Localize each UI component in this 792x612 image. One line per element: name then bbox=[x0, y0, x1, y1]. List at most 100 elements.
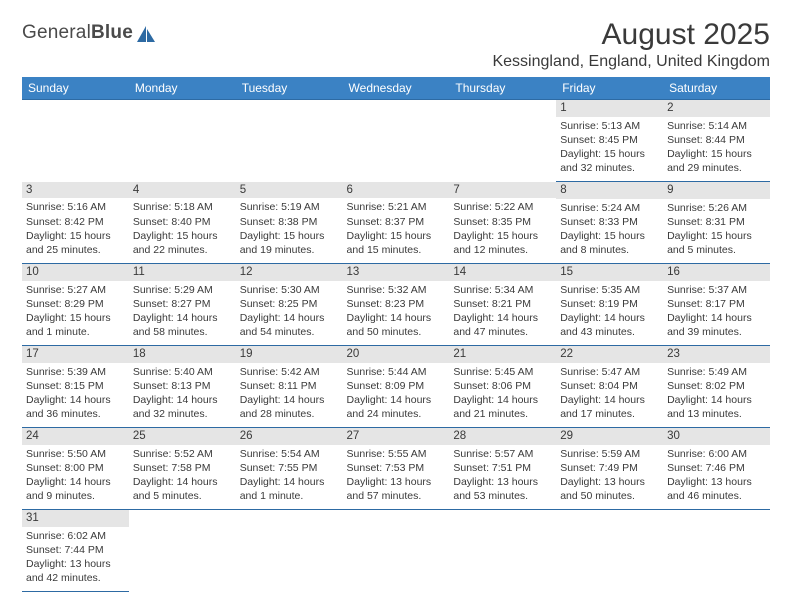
calendar-body: 1Sunrise: 5:13 AMSunset: 8:45 PMDaylight… bbox=[22, 100, 770, 592]
empty-cell bbox=[556, 510, 663, 592]
day-details: Sunrise: 5:32 AMSunset: 8:23 PMDaylight:… bbox=[343, 281, 450, 342]
day-number: 14 bbox=[449, 264, 556, 281]
sail-icon bbox=[136, 25, 158, 43]
day-details: Sunrise: 5:52 AMSunset: 7:58 PMDaylight:… bbox=[129, 445, 236, 506]
weekday-header: Saturday bbox=[663, 77, 770, 100]
empty-cell bbox=[663, 510, 770, 592]
day-number: 9 bbox=[663, 182, 770, 199]
weekday-header: Friday bbox=[556, 77, 663, 100]
day-cell: 23Sunrise: 5:49 AMSunset: 8:02 PMDayligh… bbox=[663, 346, 770, 428]
day-cell: 6Sunrise: 5:21 AMSunset: 8:37 PMDaylight… bbox=[343, 182, 450, 264]
day-number: 7 bbox=[449, 182, 556, 199]
empty-cell bbox=[236, 510, 343, 592]
calendar-row: 3Sunrise: 5:16 AMSunset: 8:42 PMDaylight… bbox=[22, 182, 770, 264]
day-details: Sunrise: 5:21 AMSunset: 8:37 PMDaylight:… bbox=[343, 198, 450, 259]
day-cell: 8Sunrise: 5:24 AMSunset: 8:33 PMDaylight… bbox=[556, 182, 663, 264]
day-cell: 25Sunrise: 5:52 AMSunset: 7:58 PMDayligh… bbox=[129, 428, 236, 510]
empty-cell bbox=[129, 510, 236, 592]
day-number: 26 bbox=[236, 428, 343, 445]
day-number: 2 bbox=[663, 100, 770, 117]
empty-cell bbox=[343, 100, 450, 182]
day-number: 22 bbox=[556, 346, 663, 363]
day-details: Sunrise: 5:42 AMSunset: 8:11 PMDaylight:… bbox=[236, 363, 343, 424]
day-cell: 27Sunrise: 5:55 AMSunset: 7:53 PMDayligh… bbox=[343, 428, 450, 510]
day-number: 1 bbox=[556, 100, 663, 117]
weekday-header: Wednesday bbox=[343, 77, 450, 100]
calendar-head: SundayMondayTuesdayWednesdayThursdayFrid… bbox=[22, 77, 770, 100]
empty-cell bbox=[236, 100, 343, 182]
day-cell: 29Sunrise: 5:59 AMSunset: 7:49 PMDayligh… bbox=[556, 428, 663, 510]
day-details: Sunrise: 5:40 AMSunset: 8:13 PMDaylight:… bbox=[129, 363, 236, 424]
day-details: Sunrise: 5:50 AMSunset: 8:00 PMDaylight:… bbox=[22, 445, 129, 506]
day-cell: 21Sunrise: 5:45 AMSunset: 8:06 PMDayligh… bbox=[449, 346, 556, 428]
weekday-header: Tuesday bbox=[236, 77, 343, 100]
day-cell: 10Sunrise: 5:27 AMSunset: 8:29 PMDayligh… bbox=[22, 264, 129, 346]
day-details: Sunrise: 6:00 AMSunset: 7:46 PMDaylight:… bbox=[663, 445, 770, 506]
day-number: 6 bbox=[343, 182, 450, 199]
day-cell: 18Sunrise: 5:40 AMSunset: 8:13 PMDayligh… bbox=[129, 346, 236, 428]
day-number: 24 bbox=[22, 428, 129, 445]
day-cell: 16Sunrise: 5:37 AMSunset: 8:17 PMDayligh… bbox=[663, 264, 770, 346]
day-number: 31 bbox=[22, 510, 129, 527]
day-details: Sunrise: 6:02 AMSunset: 7:44 PMDaylight:… bbox=[22, 527, 129, 588]
day-details: Sunrise: 5:57 AMSunset: 7:51 PMDaylight:… bbox=[449, 445, 556, 506]
day-cell: 24Sunrise: 5:50 AMSunset: 8:00 PMDayligh… bbox=[22, 428, 129, 510]
day-details: Sunrise: 5:19 AMSunset: 8:38 PMDaylight:… bbox=[236, 198, 343, 259]
day-cell: 2Sunrise: 5:14 AMSunset: 8:44 PMDaylight… bbox=[663, 100, 770, 182]
day-number: 30 bbox=[663, 428, 770, 445]
day-cell: 5Sunrise: 5:19 AMSunset: 8:38 PMDaylight… bbox=[236, 182, 343, 264]
day-details: Sunrise: 5:44 AMSunset: 8:09 PMDaylight:… bbox=[343, 363, 450, 424]
day-details: Sunrise: 5:55 AMSunset: 7:53 PMDaylight:… bbox=[343, 445, 450, 506]
day-number: 15 bbox=[556, 264, 663, 281]
day-cell: 13Sunrise: 5:32 AMSunset: 8:23 PMDayligh… bbox=[343, 264, 450, 346]
day-cell: 17Sunrise: 5:39 AMSunset: 8:15 PMDayligh… bbox=[22, 346, 129, 428]
day-number: 13 bbox=[343, 264, 450, 281]
day-number: 20 bbox=[343, 346, 450, 363]
day-number: 4 bbox=[129, 182, 236, 199]
calendar-row: 1Sunrise: 5:13 AMSunset: 8:45 PMDaylight… bbox=[22, 100, 770, 182]
day-details: Sunrise: 5:37 AMSunset: 8:17 PMDaylight:… bbox=[663, 281, 770, 342]
day-number: 19 bbox=[236, 346, 343, 363]
day-number: 18 bbox=[129, 346, 236, 363]
day-cell: 15Sunrise: 5:35 AMSunset: 8:19 PMDayligh… bbox=[556, 264, 663, 346]
day-cell: 1Sunrise: 5:13 AMSunset: 8:45 PMDaylight… bbox=[556, 100, 663, 182]
empty-cell bbox=[343, 510, 450, 592]
empty-cell bbox=[22, 100, 129, 182]
day-details: Sunrise: 5:13 AMSunset: 8:45 PMDaylight:… bbox=[556, 117, 663, 178]
calendar-row: 17Sunrise: 5:39 AMSunset: 8:15 PMDayligh… bbox=[22, 346, 770, 428]
logo-word2: Blue bbox=[91, 22, 133, 43]
day-details: Sunrise: 5:39 AMSunset: 8:15 PMDaylight:… bbox=[22, 363, 129, 424]
calendar-row: 31Sunrise: 6:02 AMSunset: 7:44 PMDayligh… bbox=[22, 510, 770, 592]
header: GeneralBlue August 2025 Kessingland, Eng… bbox=[22, 18, 770, 71]
weekday-row: SundayMondayTuesdayWednesdayThursdayFrid… bbox=[22, 77, 770, 100]
empty-cell bbox=[449, 510, 556, 592]
day-number: 16 bbox=[663, 264, 770, 281]
logo: GeneralBlue bbox=[22, 22, 158, 44]
day-details: Sunrise: 5:29 AMSunset: 8:27 PMDaylight:… bbox=[129, 281, 236, 342]
day-number: 17 bbox=[22, 346, 129, 363]
location-text: Kessingland, England, United Kingdom bbox=[492, 53, 770, 71]
logo-text: GeneralBlue bbox=[22, 22, 133, 44]
day-number: 28 bbox=[449, 428, 556, 445]
title-block: August 2025 Kessingland, England, United… bbox=[492, 18, 770, 71]
empty-cell bbox=[129, 100, 236, 182]
day-cell: 11Sunrise: 5:29 AMSunset: 8:27 PMDayligh… bbox=[129, 264, 236, 346]
day-number: 12 bbox=[236, 264, 343, 281]
calendar-table: SundayMondayTuesdayWednesdayThursdayFrid… bbox=[22, 77, 770, 592]
day-details: Sunrise: 5:26 AMSunset: 8:31 PMDaylight:… bbox=[663, 199, 770, 260]
day-number: 5 bbox=[236, 182, 343, 199]
day-cell: 28Sunrise: 5:57 AMSunset: 7:51 PMDayligh… bbox=[449, 428, 556, 510]
day-cell: 30Sunrise: 6:00 AMSunset: 7:46 PMDayligh… bbox=[663, 428, 770, 510]
day-cell: 31Sunrise: 6:02 AMSunset: 7:44 PMDayligh… bbox=[22, 510, 129, 592]
page: GeneralBlue August 2025 Kessingland, Eng… bbox=[0, 0, 792, 610]
calendar-row: 24Sunrise: 5:50 AMSunset: 8:00 PMDayligh… bbox=[22, 428, 770, 510]
weekday-header: Thursday bbox=[449, 77, 556, 100]
day-cell: 3Sunrise: 5:16 AMSunset: 8:42 PMDaylight… bbox=[22, 182, 129, 264]
day-number: 23 bbox=[663, 346, 770, 363]
day-number: 10 bbox=[22, 264, 129, 281]
day-number: 27 bbox=[343, 428, 450, 445]
day-cell: 4Sunrise: 5:18 AMSunset: 8:40 PMDaylight… bbox=[129, 182, 236, 264]
calendar-row: 10Sunrise: 5:27 AMSunset: 8:29 PMDayligh… bbox=[22, 264, 770, 346]
logo-word1: General bbox=[22, 22, 91, 43]
day-cell: 14Sunrise: 5:34 AMSunset: 8:21 PMDayligh… bbox=[449, 264, 556, 346]
